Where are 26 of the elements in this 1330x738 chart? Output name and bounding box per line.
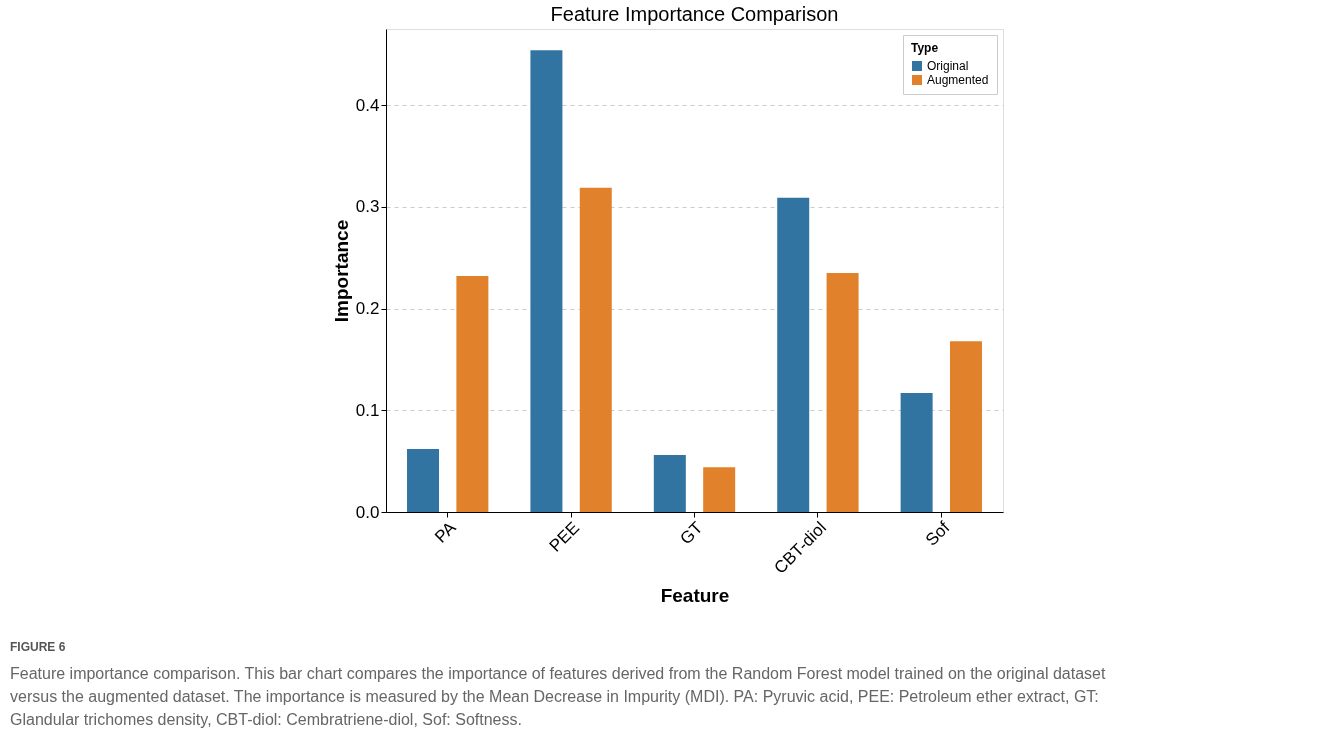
x-tick-label: GT xyxy=(676,518,707,549)
bar xyxy=(653,455,686,512)
x-axis-title: Feature xyxy=(660,584,730,606)
bar xyxy=(777,197,810,512)
legend-label: Augmented xyxy=(927,73,989,87)
bar xyxy=(949,341,982,512)
bar xyxy=(703,467,736,512)
x-tick-label: PA xyxy=(431,517,461,547)
y-tick-label: 0.4 xyxy=(355,95,380,115)
bar xyxy=(579,187,612,512)
caption: FIGURE 6 xyxy=(10,640,66,654)
x-tick-label: Sof xyxy=(921,517,954,550)
legend-label: Original xyxy=(927,59,969,73)
y-axis-title: Importance xyxy=(330,219,352,323)
bar xyxy=(456,276,489,512)
bar xyxy=(530,50,563,512)
y-tick-label: 0.1 xyxy=(355,400,380,420)
bar xyxy=(900,393,933,512)
bar xyxy=(407,448,440,512)
text: Feature importance comparison. This bar chart compares the importance of features derived from the Random Forest model trained on the original dataset versus the augmented dataset. The importance is measured by the Mean Decrease in Impurity (MDI). PA: Pyruvic acid, PEE: Petroleum ether extract, GT: Glandular trichomes density, CBT-diol: Cembratriene-diol, Sof: Softness. xyxy=(10,665,1106,728)
y-tick-label: 0.3 xyxy=(355,197,380,217)
bar xyxy=(826,273,859,512)
legend-title: Type xyxy=(911,41,939,55)
y-tick-label: 0.0 xyxy=(355,502,380,522)
y-tick-label: 0.2 xyxy=(355,299,380,319)
chart-title: Feature Importance Comparison xyxy=(550,3,839,25)
